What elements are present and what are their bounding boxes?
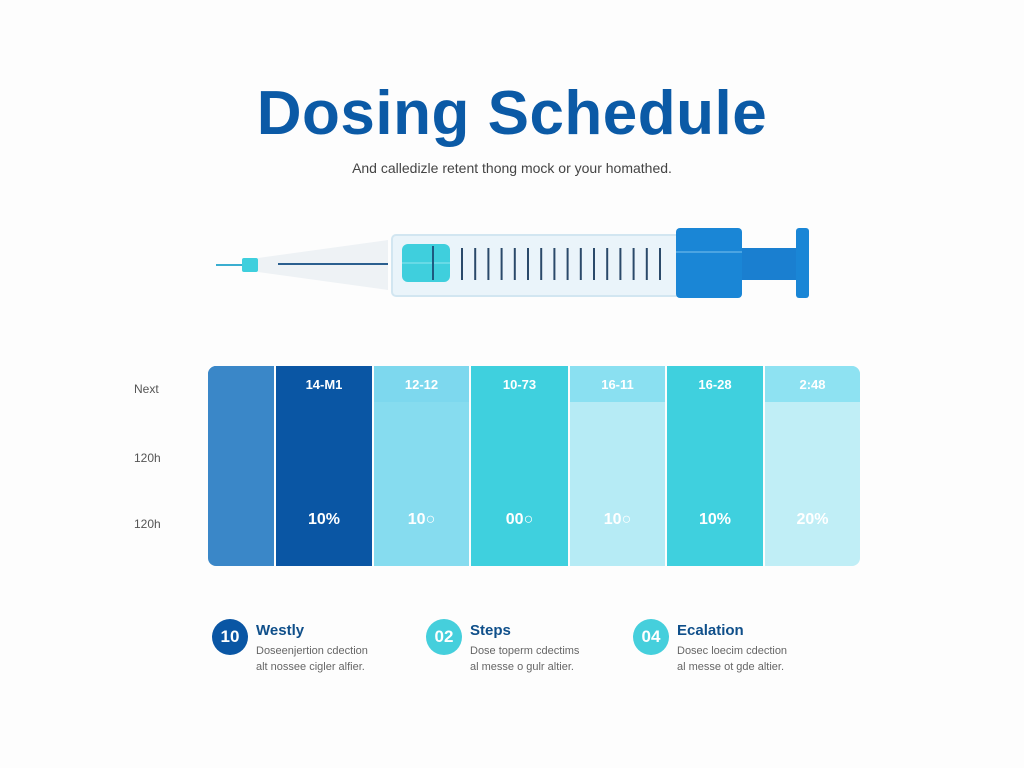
column-label: 16-28 bbox=[698, 377, 732, 392]
column-value: 00○ bbox=[505, 511, 534, 528]
column-label: 2:48 bbox=[799, 377, 826, 392]
schedule-column: 10-73 00○ bbox=[471, 366, 568, 566]
column-header bbox=[208, 366, 274, 402]
column-header: 12-12 bbox=[374, 366, 469, 402]
column-header: 10-73 bbox=[471, 366, 568, 402]
schedule-table: 14-M1 10% 12-12 10○ 10-73 00○ 16-11 10○ 16-28 10%… bbox=[208, 366, 860, 566]
step-number-badge: 02 bbox=[426, 619, 462, 655]
legend-title: Steps bbox=[470, 622, 511, 639]
column-header: 14-M1 bbox=[276, 366, 372, 402]
column-header: 16-28 bbox=[667, 366, 763, 402]
column-value: 10% bbox=[307, 511, 341, 528]
column-header: 16-11 bbox=[570, 366, 665, 402]
schedule-column: 16-28 10% bbox=[667, 366, 763, 566]
row-label: 120h bbox=[134, 451, 161, 465]
column-label: 12-12 bbox=[404, 377, 439, 392]
legend-desc: Doseenjertion cdection bbox=[256, 645, 368, 657]
schedule-column: 14-M1 10% bbox=[276, 366, 372, 566]
legend-desc: Dosec loecim cdection bbox=[677, 645, 788, 657]
page-title: Dosing Schedule bbox=[256, 79, 768, 148]
schedule-column: 16-11 10○ bbox=[570, 366, 665, 566]
column-label: 16-11 bbox=[601, 377, 634, 392]
column-label: 14-M1 bbox=[305, 377, 343, 392]
legend-desc: al messe o gulr altier. bbox=[470, 661, 574, 673]
step-number-badge: 04 bbox=[633, 619, 669, 655]
column-label: 10-73 bbox=[502, 377, 537, 392]
column-value: 10% bbox=[698, 511, 732, 528]
row-label: 120h bbox=[134, 517, 161, 531]
legend-title: Westly bbox=[256, 622, 305, 639]
step-number-badge: 10 bbox=[212, 619, 248, 655]
legend-desc: al messe ot gde altier. bbox=[677, 661, 785, 673]
legend-desc: alt nossee cigler alfier. bbox=[256, 661, 365, 673]
column-value: 20% bbox=[796, 511, 829, 528]
column-header: 2:48 bbox=[765, 366, 860, 402]
legend-title: Ecalation bbox=[677, 622, 744, 639]
subtitle: And calledizle retent thong mock or your… bbox=[352, 160, 672, 176]
syringe-icon bbox=[216, 228, 809, 298]
schedule-column: 2:48 20% bbox=[765, 366, 860, 566]
schedule-column bbox=[208, 366, 274, 566]
schedule-column: 12-12 10○ bbox=[374, 366, 469, 566]
legend-desc: Dose toperm cdectims bbox=[470, 645, 580, 657]
column-value: 10○ bbox=[603, 511, 632, 528]
column-value: 10○ bbox=[407, 511, 436, 528]
row-label: Next bbox=[134, 382, 159, 396]
